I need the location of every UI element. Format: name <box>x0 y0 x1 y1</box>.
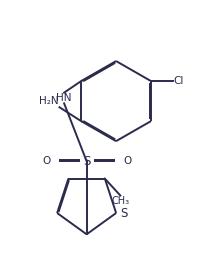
Text: Cl: Cl <box>173 76 184 86</box>
Text: CH₃: CH₃ <box>111 196 129 206</box>
Text: HN: HN <box>56 93 72 103</box>
Text: S: S <box>120 206 127 219</box>
Text: H₂N: H₂N <box>39 96 59 106</box>
Text: S: S <box>83 155 90 168</box>
Text: O: O <box>42 156 50 166</box>
Text: O: O <box>123 156 131 166</box>
